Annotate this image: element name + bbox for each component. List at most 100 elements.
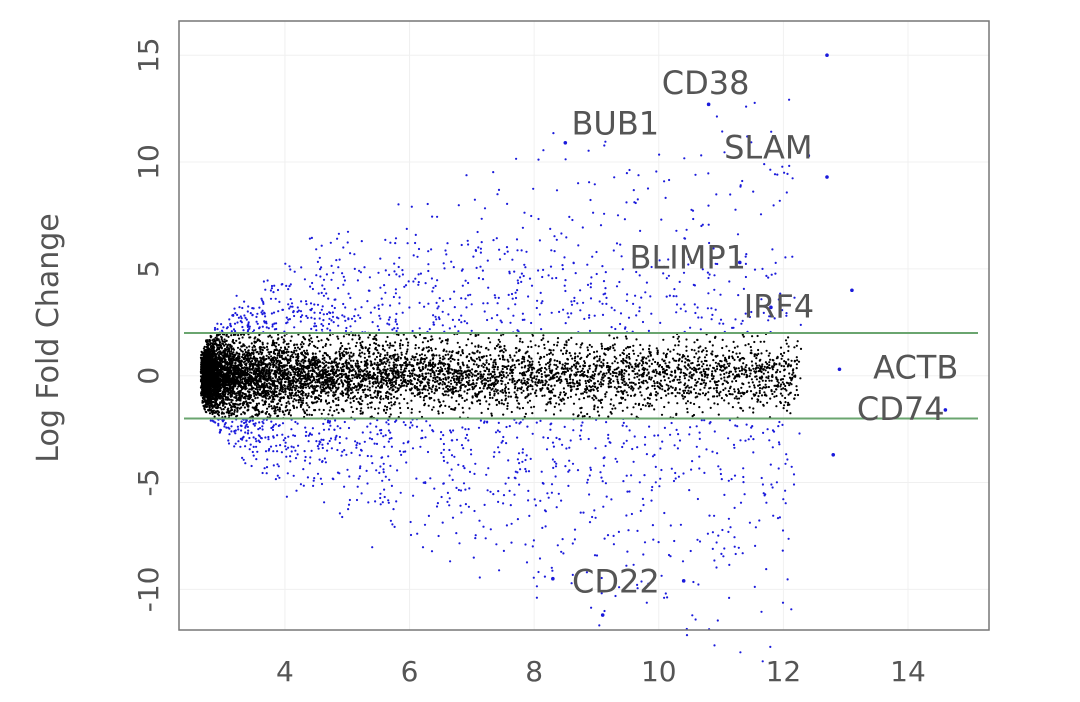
data-point bbox=[783, 351, 786, 354]
data-point bbox=[636, 372, 639, 375]
data-point bbox=[295, 349, 298, 352]
data-point bbox=[688, 433, 691, 436]
data-point bbox=[789, 392, 792, 395]
data-point bbox=[556, 337, 560, 340]
data-point bbox=[351, 366, 354, 369]
data-point bbox=[322, 422, 325, 425]
data-point bbox=[356, 391, 360, 394]
data-point bbox=[231, 420, 234, 423]
data-point bbox=[267, 435, 270, 439]
data-point bbox=[575, 371, 578, 374]
data-point bbox=[607, 437, 610, 440]
data-point bbox=[459, 365, 462, 368]
data-point bbox=[254, 422, 257, 425]
data-point bbox=[541, 300, 544, 303]
data-point bbox=[681, 395, 684, 398]
data-point bbox=[358, 397, 361, 400]
data-point bbox=[428, 369, 432, 372]
data-point bbox=[543, 394, 546, 397]
data-point bbox=[337, 396, 340, 399]
data-point bbox=[600, 347, 604, 350]
data-point bbox=[665, 394, 668, 397]
data-point bbox=[358, 376, 361, 379]
data-point bbox=[568, 351, 571, 355]
data-point bbox=[735, 379, 738, 383]
data-point bbox=[383, 361, 386, 364]
data-point bbox=[476, 230, 479, 234]
data-point bbox=[377, 307, 380, 310]
data-point bbox=[692, 580, 695, 584]
data-point bbox=[634, 365, 637, 368]
data-point bbox=[446, 242, 449, 245]
data-point bbox=[404, 360, 407, 363]
data-point bbox=[219, 346, 222, 349]
data-point bbox=[396, 364, 399, 367]
data-point bbox=[668, 387, 671, 390]
data-point bbox=[604, 482, 608, 485]
data-point bbox=[322, 408, 325, 412]
data-point bbox=[565, 236, 568, 239]
data-point bbox=[538, 363, 541, 366]
data-point bbox=[750, 360, 754, 363]
data-point bbox=[220, 336, 223, 339]
data-point bbox=[386, 406, 389, 409]
data-point bbox=[222, 408, 225, 411]
data-point bbox=[531, 377, 534, 380]
data-point bbox=[326, 402, 329, 405]
data-point bbox=[687, 379, 690, 382]
data-point bbox=[724, 387, 727, 390]
data-point bbox=[483, 363, 486, 366]
data-point bbox=[715, 387, 718, 390]
data-point bbox=[471, 373, 474, 376]
data-point bbox=[713, 559, 716, 562]
data-point bbox=[368, 289, 371, 292]
data-point bbox=[217, 343, 220, 347]
data-point bbox=[605, 296, 608, 299]
data-point bbox=[656, 351, 659, 354]
data-point bbox=[394, 320, 397, 323]
data-point bbox=[677, 475, 681, 478]
data-point bbox=[534, 381, 537, 384]
data-point bbox=[684, 310, 687, 313]
data-point bbox=[707, 223, 710, 226]
data-point bbox=[355, 444, 358, 447]
data-point bbox=[435, 505, 439, 508]
data-point bbox=[786, 458, 789, 461]
data-point bbox=[245, 364, 248, 367]
data-point bbox=[281, 410, 284, 413]
data-point bbox=[337, 404, 340, 407]
data-point bbox=[554, 475, 557, 478]
data-point bbox=[318, 458, 321, 461]
data-point bbox=[527, 345, 530, 348]
data-point bbox=[573, 296, 576, 299]
data-point bbox=[675, 428, 678, 431]
data-point bbox=[593, 314, 596, 317]
data-point bbox=[603, 537, 606, 540]
data-point bbox=[366, 454, 369, 458]
data-point bbox=[726, 362, 729, 365]
data-point bbox=[525, 370, 528, 373]
data-point bbox=[299, 320, 302, 323]
data-point bbox=[579, 357, 582, 360]
data-point bbox=[555, 375, 559, 378]
data-point bbox=[294, 377, 297, 380]
data-point bbox=[676, 447, 680, 450]
data-point bbox=[686, 400, 690, 403]
data-point bbox=[453, 381, 456, 384]
data-point bbox=[604, 393, 607, 396]
data-point bbox=[661, 388, 664, 391]
data-point bbox=[442, 262, 445, 265]
data-point bbox=[269, 386, 273, 389]
data-point bbox=[648, 344, 651, 347]
data-point bbox=[235, 339, 238, 342]
data-point bbox=[477, 356, 481, 359]
data-point bbox=[717, 413, 720, 416]
data-point bbox=[660, 574, 663, 577]
data-point bbox=[595, 554, 599, 557]
data-point bbox=[753, 355, 756, 358]
data-point bbox=[625, 514, 628, 517]
data-point bbox=[702, 370, 705, 373]
data-point bbox=[467, 243, 470, 246]
data-point bbox=[653, 453, 656, 456]
data-point bbox=[461, 361, 464, 364]
